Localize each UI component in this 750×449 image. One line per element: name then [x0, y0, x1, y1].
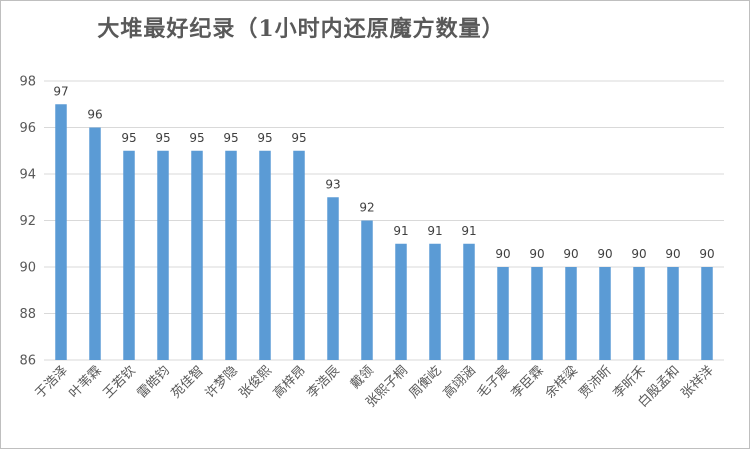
x-tick-label: 李浩辰 — [305, 363, 343, 401]
bar — [327, 197, 339, 360]
bar — [293, 150, 305, 360]
data-label: 95 — [223, 131, 238, 145]
bar — [531, 267, 543, 360]
bar — [259, 150, 271, 360]
y-tick-label: 86 — [19, 354, 36, 369]
bar — [701, 267, 713, 360]
x-tick-label: 许梦隐 — [203, 363, 241, 401]
bar — [463, 243, 475, 360]
data-label: 90 — [597, 247, 612, 261]
chart-title: 大堆最好纪录（1小时内还原魔方数量） — [97, 16, 505, 42]
data-label: 90 — [563, 247, 578, 261]
bar — [599, 267, 611, 360]
x-tick-label: 叶苇霖 — [67, 363, 105, 401]
x-tick-label: 高梓昂 — [270, 363, 309, 402]
data-label: 95 — [291, 131, 306, 145]
data-label: 97 — [53, 84, 68, 98]
bar — [361, 220, 373, 360]
y-tick-label: 88 — [19, 307, 36, 322]
data-label: 90 — [495, 247, 510, 261]
x-tick-label: 余梓粱 — [542, 363, 581, 402]
bar — [157, 150, 169, 360]
bar — [55, 104, 67, 360]
y-tick-label: 92 — [19, 214, 36, 229]
data-label: 96 — [87, 108, 102, 122]
x-tick-label: 张俊熙 — [237, 363, 275, 401]
x-tick-label: 苑佳智 — [169, 363, 207, 401]
x-tick-label: 张祥洋 — [679, 363, 717, 401]
bar — [89, 127, 101, 360]
bar — [191, 150, 203, 360]
x-tick-label: 毛子宸 — [474, 363, 513, 402]
data-label: 93 — [325, 177, 340, 191]
data-label: 91 — [461, 224, 476, 238]
bar — [225, 150, 237, 360]
y-tick-label: 96 — [19, 121, 36, 136]
x-tick-label: 李臣霖 — [509, 363, 547, 401]
data-label: 91 — [393, 224, 408, 238]
data-label: 95 — [121, 131, 136, 145]
x-tick-label: 高翊涵 — [440, 363, 479, 402]
x-tick-label: 雷皓钧 — [135, 363, 173, 401]
bar — [633, 267, 645, 360]
bar — [497, 267, 509, 360]
data-label: 92 — [359, 201, 374, 215]
y-axis: 86 88 90 92 94 96 98 — [19, 75, 36, 369]
bar — [123, 150, 135, 360]
y-tick-label: 98 — [19, 75, 36, 90]
data-label: 91 — [427, 224, 442, 238]
x-tick-label: 王若钦 — [100, 363, 139, 402]
data-label: 95 — [189, 131, 204, 145]
gridlines — [44, 80, 724, 361]
bar — [395, 243, 407, 360]
x-tick-label: 周衡屹 — [407, 363, 445, 401]
bar — [429, 243, 441, 360]
bar — [667, 267, 679, 360]
x-tick-label: 戴领 — [348, 363, 377, 392]
data-label: 90 — [631, 247, 646, 261]
data-label: 95 — [155, 131, 170, 145]
data-label: 90 — [665, 247, 680, 261]
bar — [565, 267, 577, 360]
x-tick-label: 于浩泽 — [33, 363, 71, 401]
x-tick-label: 贾沛昕 — [577, 363, 615, 401]
data-labels: 97 96 95 95 95 95 95 95 93 92 91 91 91 90 90 90 90 90 90 90 — [53, 84, 714, 261]
data-label: 90 — [699, 247, 714, 261]
data-label: 95 — [257, 131, 272, 145]
y-tick-label: 94 — [19, 168, 36, 183]
bars — [55, 104, 713, 360]
y-tick-label: 90 — [19, 261, 36, 276]
data-label: 90 — [529, 247, 544, 261]
